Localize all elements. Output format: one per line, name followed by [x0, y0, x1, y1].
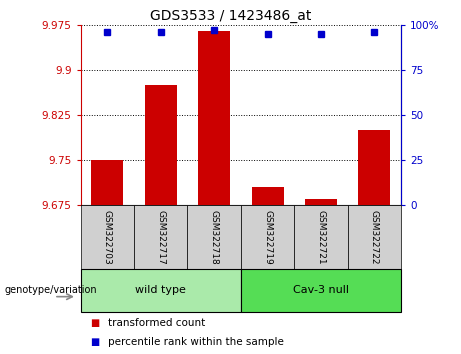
Text: GSM322721: GSM322721: [316, 210, 325, 265]
Bar: [241, 205, 294, 269]
Bar: [294, 205, 348, 269]
Text: GDS3533 / 1423486_at: GDS3533 / 1423486_at: [150, 9, 311, 23]
Text: wild type: wild type: [136, 285, 186, 295]
Text: percentile rank within the sample: percentile rank within the sample: [108, 337, 284, 347]
Bar: [358, 130, 390, 205]
Text: GSM322718: GSM322718: [210, 210, 219, 265]
Bar: [134, 205, 188, 269]
Bar: [305, 199, 337, 205]
Bar: [241, 269, 401, 312]
Text: Cav-3 null: Cav-3 null: [293, 285, 349, 295]
Bar: [81, 205, 134, 269]
Text: ■: ■: [90, 337, 99, 347]
Text: genotype/variation: genotype/variation: [5, 285, 97, 295]
Bar: [252, 187, 284, 205]
Bar: [348, 205, 401, 269]
Bar: [91, 160, 124, 205]
Text: GSM322719: GSM322719: [263, 210, 272, 265]
Text: ■: ■: [90, 318, 99, 329]
Bar: [188, 205, 241, 269]
Bar: [81, 269, 241, 312]
Text: GSM322722: GSM322722: [370, 210, 379, 265]
Text: GSM322717: GSM322717: [156, 210, 165, 265]
Text: transformed count: transformed count: [108, 318, 206, 329]
Bar: [145, 85, 177, 205]
Text: GSM322703: GSM322703: [103, 210, 112, 265]
Bar: [198, 31, 230, 205]
